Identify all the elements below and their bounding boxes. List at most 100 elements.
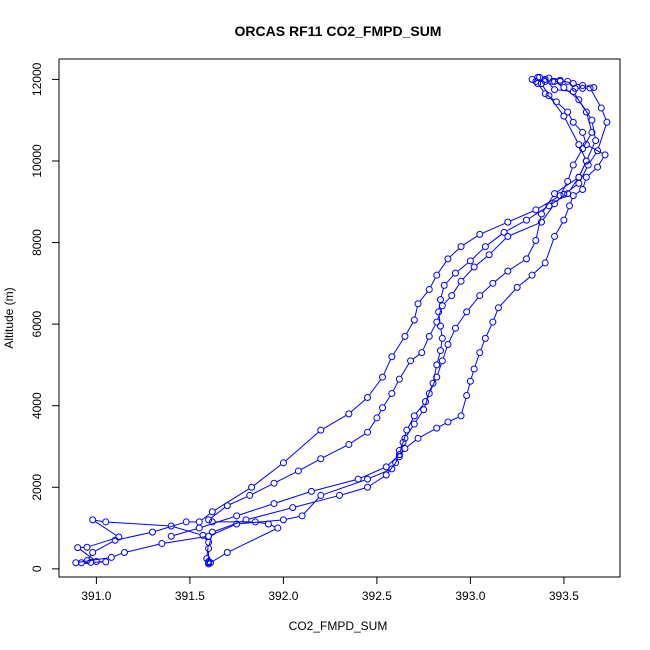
series-line-segment <box>585 85 591 88</box>
data-point <box>569 118 577 126</box>
data-point <box>489 318 497 326</box>
data-point <box>534 73 542 81</box>
series-line-segment <box>350 399 366 413</box>
data-point <box>429 379 437 387</box>
data-point <box>317 426 325 434</box>
data-point <box>270 500 278 508</box>
series-line-segment <box>564 118 578 143</box>
data-point <box>107 553 115 561</box>
data-point <box>111 536 119 544</box>
data-point <box>248 483 256 491</box>
data-point <box>560 84 568 92</box>
series-line-segment <box>466 383 471 393</box>
series-line-segment <box>383 359 392 375</box>
data-point <box>500 228 508 236</box>
data-point <box>388 353 396 361</box>
series-line-segment <box>506 221 525 232</box>
series-line-segment <box>399 445 403 452</box>
series-line-segment <box>173 526 201 536</box>
series-line-segment <box>556 82 562 87</box>
data-point <box>504 218 512 226</box>
data-point <box>463 391 471 399</box>
data-point <box>564 108 572 116</box>
data-point <box>83 543 91 551</box>
series-layer <box>72 73 611 568</box>
data-point <box>476 349 484 357</box>
data-point <box>436 296 444 304</box>
data-point <box>205 544 213 552</box>
series-line-segment <box>426 385 433 400</box>
series-line-segment <box>79 549 95 561</box>
series-line-segment <box>500 289 516 306</box>
data-point <box>537 79 545 87</box>
series-line-segment <box>88 554 92 559</box>
series-line-segment <box>314 479 356 492</box>
series-line-segment <box>252 484 272 495</box>
data-point <box>195 518 203 526</box>
series-line-segment <box>438 314 441 324</box>
data-point <box>569 161 577 169</box>
series-line-segment <box>579 147 586 159</box>
data-point <box>89 549 97 557</box>
data-point <box>541 90 549 98</box>
data-point <box>537 218 545 226</box>
x-tick-label: 391.5 <box>175 589 205 603</box>
series-line-segment <box>533 264 544 274</box>
series-line-segment <box>201 516 234 528</box>
data-point <box>597 104 605 112</box>
series-line-segment <box>360 467 384 479</box>
series-line-segment <box>239 504 272 516</box>
data-point <box>420 406 428 414</box>
data-point <box>317 491 325 499</box>
data-point <box>545 74 553 82</box>
data-point <box>251 518 259 526</box>
data-point <box>307 487 315 495</box>
series-line-segment <box>414 306 418 318</box>
series-4 <box>205 73 590 567</box>
series-line-segment <box>412 354 420 360</box>
data-point <box>89 516 97 524</box>
data-point <box>410 412 418 420</box>
data-point <box>364 475 372 483</box>
series-line-segment <box>303 497 320 514</box>
series-line-segment <box>576 83 580 86</box>
data-point <box>504 267 512 275</box>
data-point <box>592 137 600 145</box>
data-point <box>264 520 272 528</box>
data-point <box>345 410 353 418</box>
series-line-segment <box>201 513 211 521</box>
series-line-segment <box>539 85 544 92</box>
series-line-segment <box>587 143 595 159</box>
series-line-segment <box>598 124 607 149</box>
series-line-segment <box>206 545 209 556</box>
data-point <box>489 279 497 287</box>
series-line-segment <box>476 256 488 266</box>
series-line-segment <box>437 308 442 320</box>
series-line-segment <box>420 429 435 438</box>
series-line-segment <box>456 314 466 327</box>
data-point <box>457 243 465 251</box>
series-line-segment <box>295 495 337 508</box>
data-point <box>206 559 214 567</box>
series-line-segment <box>258 521 266 525</box>
data-point <box>364 428 372 436</box>
data-point <box>551 86 559 94</box>
series-line-segment <box>442 347 448 359</box>
series-2 <box>205 77 611 568</box>
series-line-segment <box>253 464 282 486</box>
series-line-segment <box>568 114 573 120</box>
series-line-segment <box>173 528 197 536</box>
data-point <box>379 373 387 381</box>
series-1 <box>72 73 609 567</box>
series-line-segment <box>388 456 398 466</box>
series-line-segment <box>565 89 577 99</box>
data-point <box>422 398 430 406</box>
y-tick-label: 6000 <box>30 310 44 337</box>
data-point <box>72 559 80 567</box>
series-line-segment <box>564 208 569 218</box>
series-line-segment <box>569 83 574 87</box>
y-tick-label: 12000 <box>30 62 44 96</box>
data-point <box>541 259 549 267</box>
data-point <box>552 98 560 106</box>
y-tick-label: 0 <box>30 565 44 572</box>
